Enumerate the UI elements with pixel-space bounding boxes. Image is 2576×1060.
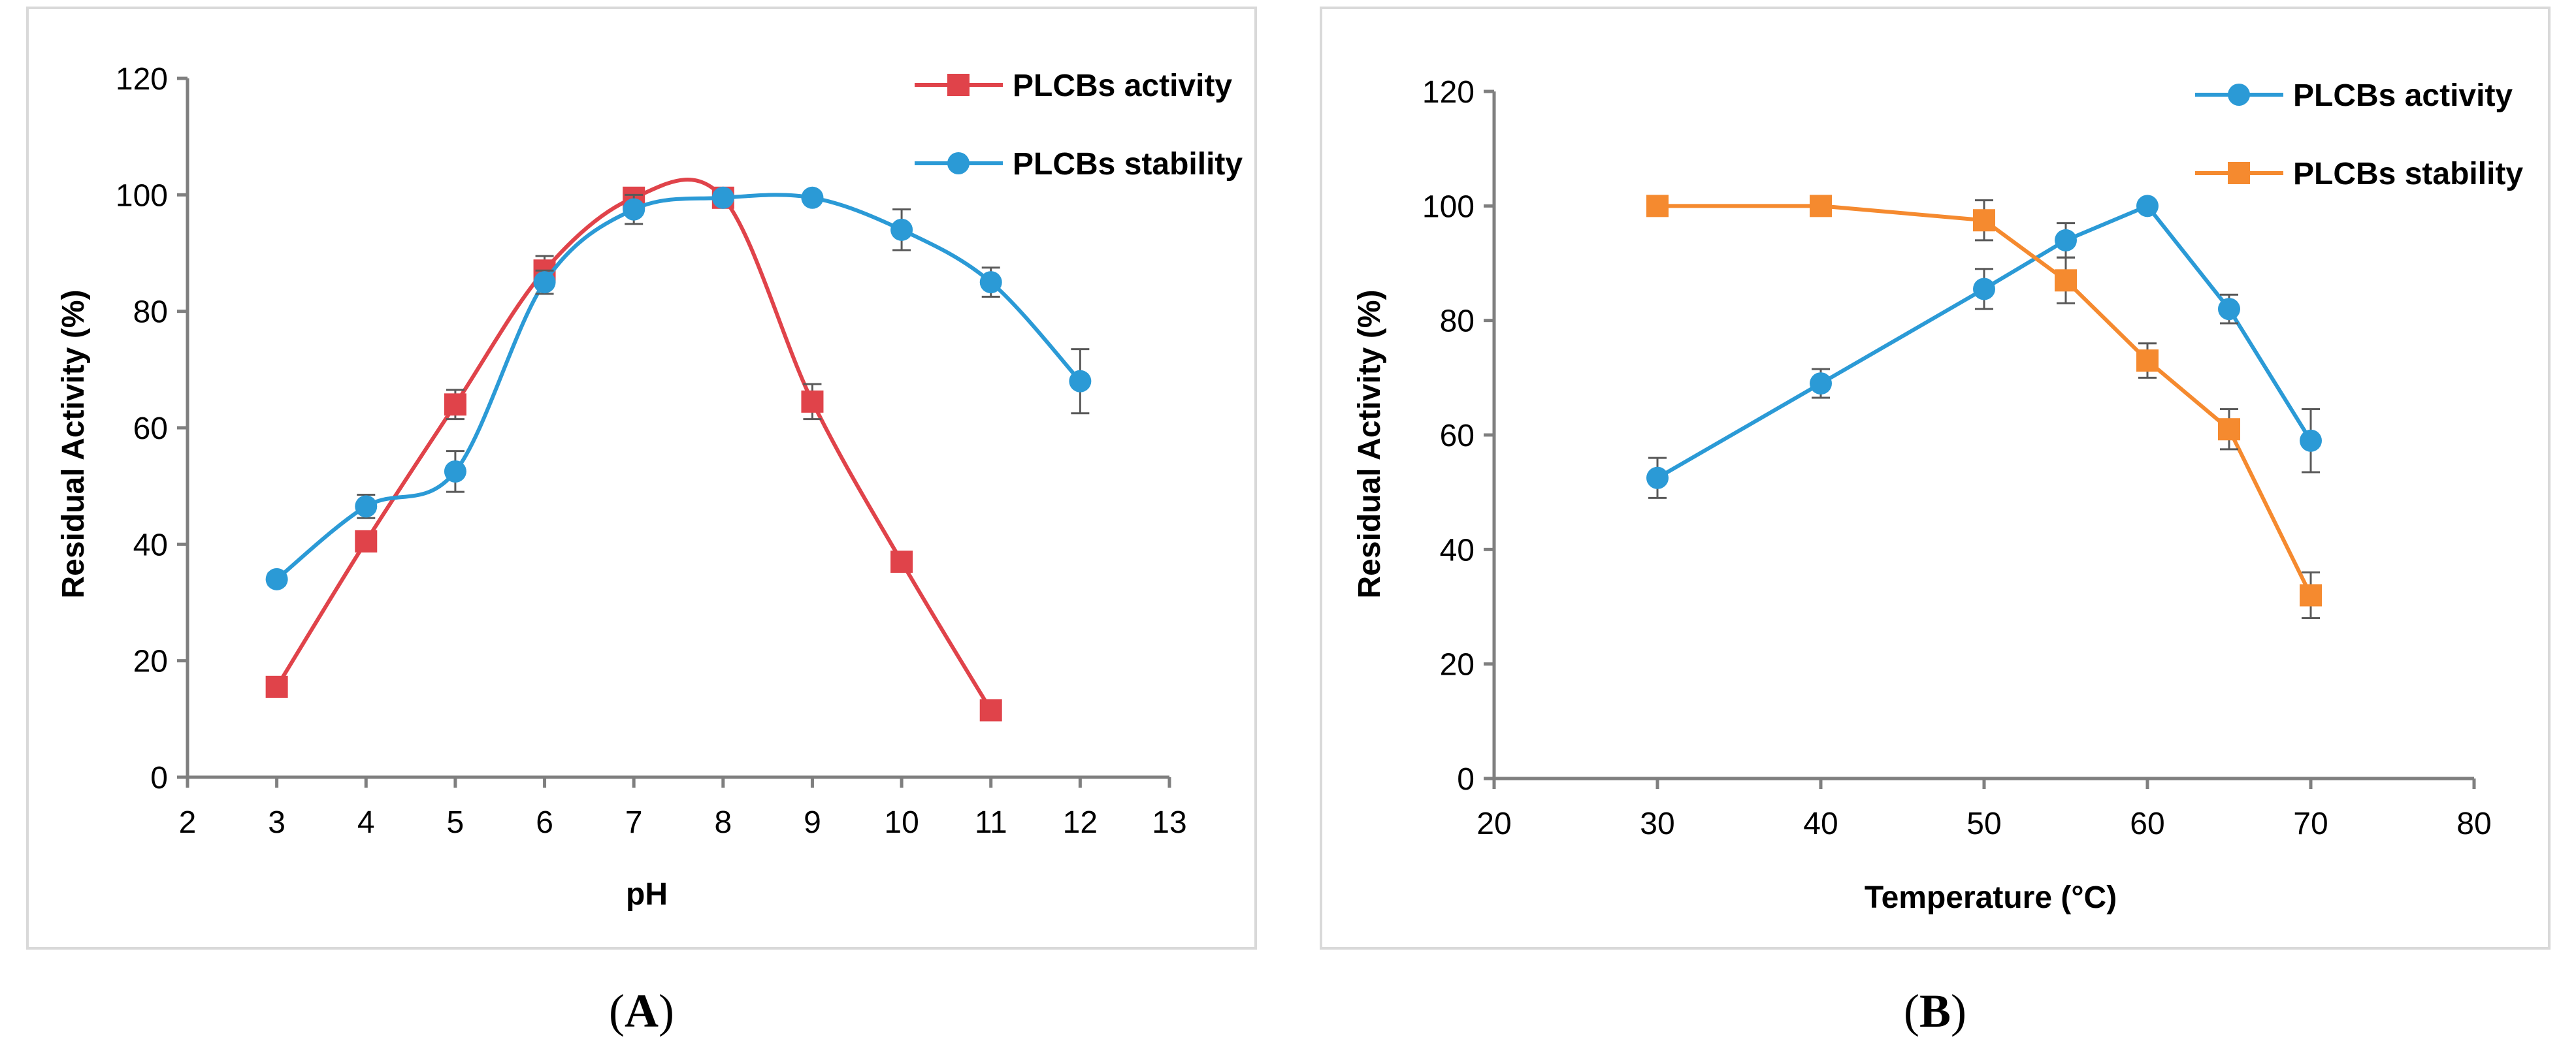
panel-a-x-tick-label: 9 <box>804 805 821 840</box>
panel-a-y-tick-label: 40 <box>133 528 168 562</box>
panel-b-y-axis-title: Residual Activity (%) <box>1352 290 1387 599</box>
panel-a-y-tick-label: 120 <box>116 62 168 97</box>
panel-a-x-tick-label: 2 <box>179 805 197 840</box>
panel-a-x-tick-label: 13 <box>1152 805 1186 840</box>
panel-b-x-tick-label: 80 <box>2456 807 2491 841</box>
panel-a-plcbs-activity-point <box>801 390 824 413</box>
panel-a-x-tick-label: 8 <box>714 805 732 840</box>
panel-a-x-tick-label: 10 <box>884 805 919 840</box>
panel-b-letter: B <box>1919 985 1951 1037</box>
panel-a-plcbs-stability-point <box>623 198 645 221</box>
panel-a-x-tick-label: 11 <box>975 805 1007 840</box>
panel-b-plcbs-stability-point <box>2136 349 2159 372</box>
panel-b-y-tick-label: 20 <box>1440 648 1475 683</box>
panel-a-y-tick-label: 80 <box>133 295 168 330</box>
panel-b-caption: (B) <box>1904 985 1966 1037</box>
panel-a-plcbs-stability-point <box>444 460 466 483</box>
panel-b-plcbs-activity-point <box>2218 298 2240 321</box>
panel-b-y-tick-label: 100 <box>1422 189 1475 224</box>
panel-b-x-tick-label: 40 <box>1803 807 1838 841</box>
panel-b-legend-marker <box>2228 162 2250 184</box>
panel-b-x-tick-label: 50 <box>1966 807 2001 841</box>
panel-a-frame <box>26 7 1257 950</box>
panel-a-y-tick-label: 20 <box>133 645 168 679</box>
panel-a-x-tick-label: 3 <box>268 805 285 840</box>
panel-b-y-tick-label: 80 <box>1440 304 1475 339</box>
panel-b-y-tick-label: 120 <box>1422 75 1475 110</box>
panel-a-x-tick-label: 6 <box>536 805 553 840</box>
panel-b-plcbs-stability-point <box>2055 269 2077 292</box>
panel-a-x-axis-title: pH <box>626 877 668 912</box>
panel-a-plcbs-stability-point <box>355 495 378 518</box>
panel-a-axes: 0 20 40 60 80 100 120 2 3 4 5 6 7 8 9 10 11 12 13 <box>116 62 1187 840</box>
panel-b-plcbs-stability-point <box>2300 584 2322 607</box>
panel-b-plcbs-activity-point <box>2136 195 2159 217</box>
panel-a-x-tick-label: 7 <box>625 805 643 840</box>
panel-a-letter: A <box>625 985 659 1037</box>
panel-a-x-tick-label: 4 <box>357 805 375 840</box>
panel-b-x-tick-label: 20 <box>1476 807 1511 841</box>
panel-b-plcbs-stability-point <box>2218 418 2240 441</box>
panel-b-x-tick-label: 30 <box>1640 807 1674 841</box>
panel-b-y-tick-label: 0 <box>1457 762 1475 797</box>
panel-a-x-tick-label: 5 <box>447 805 465 840</box>
panel-a-plcbs-stability-point <box>711 186 734 209</box>
panel-b-legend-label: PLCBs stability <box>2293 157 2523 191</box>
panel-b-legend-label: PLCBs activity <box>2293 78 2513 113</box>
panel-a-series <box>265 178 1092 722</box>
panel-a-plcbs-stability-line <box>274 193 1083 581</box>
panel-b-series <box>1646 195 2322 620</box>
panel-a-plcbs-stability-point <box>265 568 288 590</box>
panel-b-legend: PLCBs activity PLCBs stability <box>2195 78 2523 191</box>
panel-a-plcbs-activity-point <box>444 393 466 416</box>
panel-a-y-tick-label: 60 <box>133 411 168 446</box>
panel-b-plcbs-activity-point <box>1973 278 1995 300</box>
panel-b-x-tick-label: 70 <box>2293 807 2328 841</box>
panel-a-plcbs-activity-point <box>979 699 1002 722</box>
panel-a-legend-marker <box>947 152 970 174</box>
panel-b-legend-marker <box>2228 84 2250 106</box>
panel-a-plcbs-stability-point <box>533 271 556 294</box>
panel-a-plcbs-stability-point <box>890 218 913 241</box>
panel-a-plcbs-stability-point <box>979 271 1002 294</box>
panel-a-legend: PLCBs activity PLCBs stability <box>915 69 1243 182</box>
panel-b-plcbs-activity-point <box>2055 229 2077 251</box>
panel-a-legend-label: PLCBs activity <box>1013 69 1232 103</box>
panel-b-plcbs-activity-point <box>1810 372 1832 395</box>
panel-b-plcbs-stability-point <box>1973 209 1995 232</box>
chart-panel-a: 0 20 40 60 80 100 120 2 3 4 5 6 7 8 9 10 11 12 13 PLCBs ac… <box>26 7 1257 950</box>
panel-b-x-axis-title: Temperature (°C) <box>1865 880 2117 915</box>
panel-a-plcbs-activity-point <box>355 530 378 553</box>
panel-b-plcbs-activity-point <box>1646 466 1669 489</box>
panel-b-frame <box>1320 7 2551 950</box>
panel-b-plcbs-stability-point <box>1810 195 1832 217</box>
panel-a-plcbs-activity-point <box>890 551 913 573</box>
panel-a-legend-label: PLCBs stability <box>1013 147 1243 182</box>
panel-a-y-axis-title: Residual Activity (%) <box>56 290 91 599</box>
panel-a-caption: (A) <box>609 985 674 1037</box>
panel-b-plcbs-stability-point <box>1646 195 1669 217</box>
panel-a-plcbs-stability-point <box>1069 370 1092 393</box>
panel-a-x-tick-label: 12 <box>1063 805 1098 840</box>
panel-a-y-tick-label: 0 <box>150 761 168 795</box>
panel-a-plcbs-stability-point <box>801 186 824 209</box>
panel-b-y-tick-label: 40 <box>1440 533 1475 568</box>
panel-b-y-tick-label: 60 <box>1440 419 1475 453</box>
panel-b-plcbs-activity-point <box>2300 429 2322 452</box>
panel-b-x-tick-label: 60 <box>2130 807 2164 841</box>
panel-a-plcbs-activity-point <box>265 675 288 698</box>
panel-a-legend-marker <box>947 74 970 96</box>
panel-a-y-tick-label: 100 <box>116 178 168 213</box>
